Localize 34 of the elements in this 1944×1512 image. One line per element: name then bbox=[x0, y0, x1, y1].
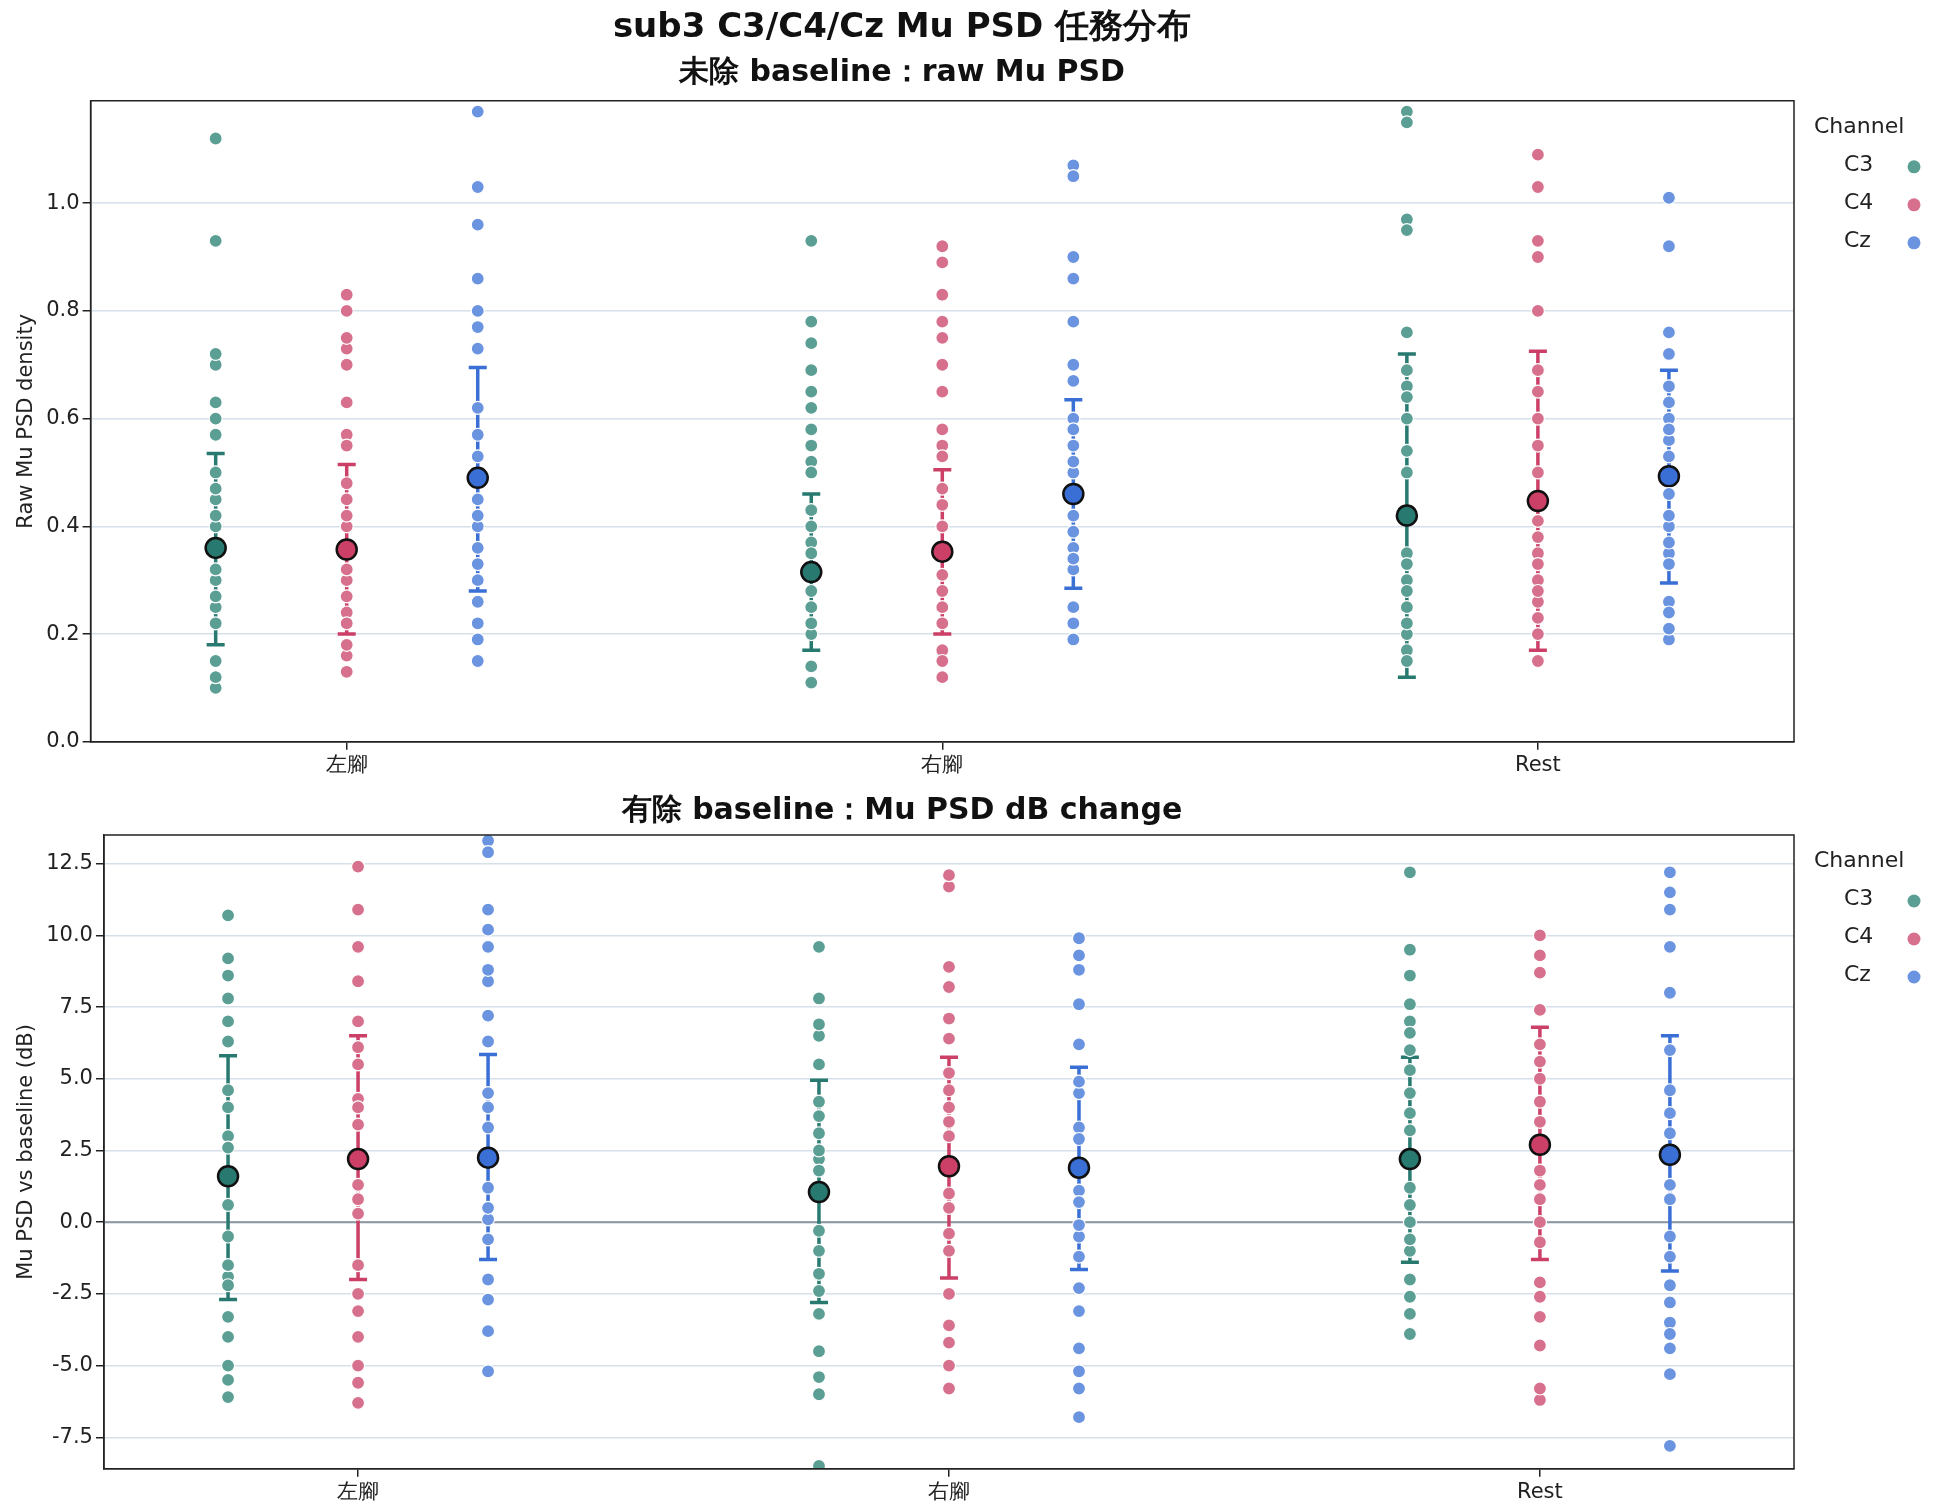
legend-label: C3 bbox=[1844, 150, 1874, 176]
y-tick-label: 12.5 bbox=[46, 850, 93, 875]
y-tick-label: 2.5 bbox=[59, 1136, 93, 1161]
y-tick-label: -5.0 bbox=[51, 1352, 93, 1377]
x-tick-label: Rest bbox=[1515, 751, 1561, 776]
y-tick-label: 0.2 bbox=[46, 620, 80, 645]
chart-subtitle: 未除 baseline：raw Mu PSD bbox=[678, 52, 1125, 88]
legend-title: Channel bbox=[1814, 846, 1905, 872]
legend-label: C4 bbox=[1844, 188, 1874, 214]
legend-label: C4 bbox=[1844, 922, 1874, 948]
x-tick-label: 左腳 bbox=[325, 751, 368, 776]
chart-title: 有除 baseline：Mu PSD dB change bbox=[620, 790, 1183, 826]
y-axis-title: Mu PSD vs baseline (dB) bbox=[13, 1024, 38, 1280]
x-tick-label: Rest bbox=[1517, 1478, 1563, 1503]
y-tick-label: -2.5 bbox=[51, 1280, 93, 1305]
y-tick-label: 10.0 bbox=[46, 921, 93, 946]
legend-label: Cz bbox=[1844, 226, 1871, 252]
y-tick-label: 1.0 bbox=[46, 189, 80, 214]
legend-label: C3 bbox=[1844, 884, 1874, 910]
y-axis-title: Raw Mu PSD density bbox=[13, 313, 38, 529]
y-tick-label: 0.4 bbox=[46, 512, 80, 537]
y-tick-label: 0.0 bbox=[46, 728, 80, 753]
x-tick-label: 右腳 bbox=[921, 751, 964, 776]
y-tick-label: -7.5 bbox=[51, 1423, 93, 1448]
y-tick-label: 0.0 bbox=[59, 1208, 93, 1233]
y-tick-label: 7.5 bbox=[59, 993, 93, 1018]
y-tick-label: 0.6 bbox=[46, 405, 80, 430]
x-tick-label: 右腳 bbox=[927, 1478, 970, 1503]
x-tick-label: 左腳 bbox=[337, 1478, 380, 1503]
chart-title: sub3 C3/C4/Cz Mu PSD 任務分布 bbox=[612, 5, 1192, 46]
legend-label: Cz bbox=[1844, 960, 1871, 986]
y-tick-label: 0.8 bbox=[46, 297, 80, 322]
y-tick-label: 5.0 bbox=[59, 1065, 93, 1090]
legend-title: Channel bbox=[1814, 112, 1905, 138]
